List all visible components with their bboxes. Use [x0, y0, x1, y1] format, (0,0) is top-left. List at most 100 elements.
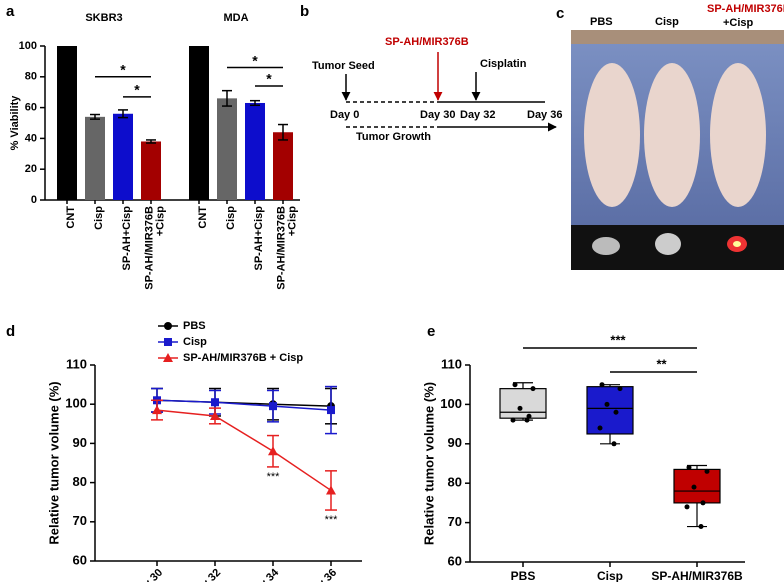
bar — [245, 102, 265, 200]
y-tick-label: 40 — [25, 132, 37, 144]
point — [684, 504, 690, 510]
significance-label: * — [120, 62, 126, 78]
significance-label: * — [134, 82, 140, 98]
tumor-image — [733, 241, 741, 247]
x-tick-label: Day 32 — [190, 567, 224, 582]
span-label: Tumor Growth — [356, 131, 431, 143]
mice — [584, 63, 766, 207]
day-label: Day 30 — [420, 109, 455, 121]
ruler — [571, 30, 784, 44]
panel-label: e — [427, 323, 435, 340]
event-label: Tumor Seed — [312, 60, 375, 72]
y-tick-label: 70 — [448, 514, 462, 529]
photo — [571, 30, 784, 270]
bar — [141, 141, 161, 200]
event-label: SP-AH/MIR376B — [385, 36, 469, 48]
annotation: *** — [267, 471, 281, 483]
x-tick-label: PBS — [511, 569, 536, 582]
point — [210, 410, 220, 420]
box — [586, 386, 634, 435]
panel-label: c — [556, 5, 564, 22]
point — [691, 484, 697, 490]
x-tick-label: Day 30 — [132, 567, 166, 582]
y-tick-label: 100 — [65, 396, 87, 411]
point — [524, 417, 530, 423]
legend-marker — [164, 338, 172, 346]
bar — [217, 98, 237, 200]
bar — [113, 113, 133, 200]
point — [611, 441, 617, 447]
group-title: SKBR3 — [85, 12, 122, 24]
panel-label: a — [6, 3, 15, 20]
legend-label: PBS — [183, 320, 206, 332]
y-tick-label: 110 — [441, 356, 462, 371]
panel-label: d — [6, 323, 15, 340]
x-tick-label: SP-AH+Cisp — [121, 206, 133, 271]
photo-label: +Cisp — [723, 17, 754, 29]
point — [269, 402, 277, 411]
significance-label: * — [252, 52, 258, 68]
point — [704, 468, 710, 474]
x-tick-label: +Cisp — [154, 206, 166, 237]
x-tick-label: Cisp — [597, 569, 623, 582]
x-tick-label: SP-AH/MIR376B — [651, 569, 743, 582]
significance-label: *** — [610, 332, 626, 347]
x-tick-label: Cisp — [225, 206, 237, 230]
x-tick-label: Day 36 — [306, 567, 340, 582]
x-tick-label: SP-AH/MIR376B — [275, 206, 287, 290]
point — [700, 500, 706, 506]
y-axis-label: % Viability — [9, 95, 21, 151]
mouse — [710, 63, 766, 207]
x-tick-label: CNT — [197, 206, 209, 229]
bar — [189, 46, 209, 200]
y-tick-label: 80 — [448, 475, 462, 490]
photo-label: SP-AH/MIR376B — [707, 3, 784, 15]
y-axis-label: Relative tumor volume (%) — [421, 382, 436, 545]
y-tick-label: 90 — [73, 435, 87, 450]
x-tick-label: SP-AH+Cisp — [253, 206, 265, 271]
photo-label: Cisp — [655, 16, 679, 28]
photo-label: PBS — [590, 16, 613, 28]
annotation: *** — [325, 514, 339, 526]
point — [698, 524, 704, 530]
y-tick-label: 60 — [448, 553, 462, 568]
point — [268, 446, 278, 456]
y-tick-label: 20 — [25, 163, 37, 175]
significance-label: ** — [656, 356, 667, 371]
y-axis-label: Relative tumor volume (%) — [46, 381, 61, 544]
point — [597, 425, 603, 431]
point — [512, 382, 518, 388]
y-tick-label: 60 — [73, 552, 87, 567]
x-tick-label: +Cisp — [286, 206, 298, 237]
tumor-image — [592, 237, 620, 255]
legend-marker — [164, 322, 172, 330]
series-line — [156, 399, 332, 411]
point — [613, 409, 619, 415]
point — [327, 406, 335, 415]
y-tick-label: 90 — [448, 435, 462, 450]
y-tick-label: 80 — [73, 474, 87, 489]
timeline — [341, 52, 557, 132]
point — [152, 405, 162, 415]
x-tick-label: Cisp — [93, 206, 105, 230]
event-label: Cisplatin — [480, 58, 527, 70]
y-tick-label: 100 — [19, 40, 37, 52]
point — [510, 417, 516, 423]
bar — [273, 132, 293, 200]
point — [604, 401, 610, 407]
y-tick-label: 60 — [25, 102, 37, 114]
day-label: Day 0 — [330, 109, 359, 121]
point — [517, 405, 523, 411]
bar — [57, 46, 77, 200]
legend-marker — [163, 353, 173, 362]
x-tick-label: CNT — [65, 206, 77, 229]
y-tick-label: 80 — [25, 71, 37, 83]
y-tick-label: 70 — [73, 513, 87, 528]
x-tick-label: Day 34 — [248, 566, 282, 582]
day-label: Day 36 — [527, 109, 562, 121]
point — [326, 485, 336, 495]
point — [617, 386, 623, 392]
point — [686, 464, 692, 470]
point — [530, 386, 536, 392]
